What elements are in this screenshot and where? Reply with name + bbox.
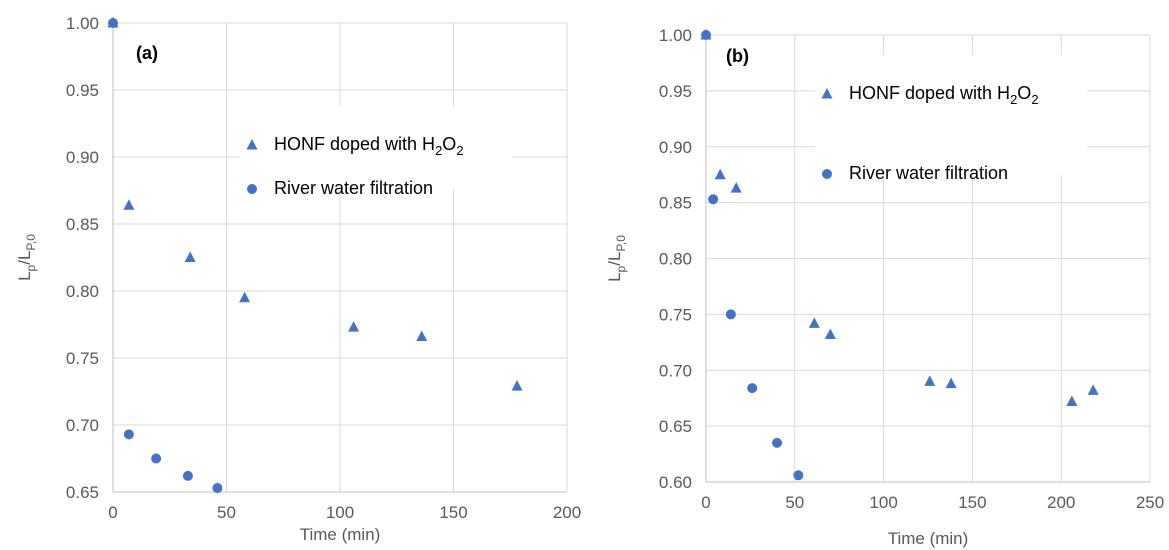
- y-tick-label: 0.85: [659, 194, 692, 213]
- legend-text: River water filtration: [849, 163, 1008, 183]
- x-tick-label: 0: [701, 493, 710, 512]
- y-tick-label: 0.75: [66, 349, 99, 368]
- legend-text: HONF doped with H: [849, 83, 1010, 103]
- data-point-circle: [793, 470, 804, 481]
- x-tick-label: 200: [553, 503, 581, 522]
- y-title-part: /L: [15, 251, 34, 265]
- x-tick-label: 200: [1047, 493, 1075, 512]
- legend-marker-triangle: [821, 88, 833, 99]
- legend-marker-circle: [247, 184, 257, 194]
- legend-marker-circle: [822, 169, 832, 179]
- y-title-part: L: [605, 272, 624, 281]
- y-title-sub: p: [614, 265, 628, 272]
- data-point-triangle: [123, 199, 135, 210]
- legend-box: [240, 106, 512, 190]
- series-honf: [107, 17, 523, 391]
- y-tick-label: 0.95: [659, 82, 692, 101]
- data-point-triangle: [239, 291, 251, 303]
- x-tick-label: 50: [785, 493, 804, 512]
- x-tick-label: 0: [108, 503, 117, 522]
- series-river: [701, 30, 804, 481]
- legend-sub: 2: [1010, 92, 1017, 107]
- data-point-triangle: [1087, 384, 1099, 395]
- y-tick-label: 0.95: [66, 81, 99, 100]
- y-tick-label: 0.70: [66, 416, 99, 435]
- y-tick-label: 0.80: [659, 250, 692, 269]
- data-point-triangle: [416, 330, 428, 342]
- data-point-circle: [212, 482, 223, 493]
- x-tick-label: 100: [326, 503, 354, 522]
- x-axis-title: Time (min): [888, 529, 969, 548]
- data-point-triangle: [945, 377, 957, 389]
- y-tick-label: 1.00: [66, 14, 99, 33]
- y-tick-label: 0.65: [66, 483, 99, 502]
- series-river: [108, 18, 223, 493]
- data-point-triangle: [808, 317, 820, 328]
- data-point-circle: [151, 453, 162, 464]
- data-point-circle: [725, 309, 736, 320]
- data-point-triangle: [348, 321, 360, 332]
- data-point-triangle: [714, 168, 726, 180]
- y-title-part: L: [15, 271, 34, 280]
- x-tick-label: 50: [217, 503, 236, 522]
- chart-panel-1: 0.65 0.70 0.75 0.80 0.85 0.90 0.95 1.00 0 50 100 15…: [15, 14, 581, 544]
- x-tick-label: 100: [869, 493, 897, 512]
- legend-text: HONF doped with H: [274, 134, 435, 154]
- legend-box: [815, 55, 1087, 175]
- y-tick-label: 0.80: [66, 282, 99, 301]
- data-point-circle: [182, 470, 193, 481]
- legend-sub: 2: [456, 143, 463, 158]
- legend-label: HONF doped with H2O2: [274, 134, 464, 158]
- y-title-sub: P,0: [24, 234, 38, 251]
- y-tick-label: 0.90: [66, 148, 99, 167]
- x-axis-title: Time (min): [300, 525, 381, 544]
- y-tick-label: 0.60: [659, 473, 692, 492]
- y-tick-label: 0.70: [659, 361, 692, 380]
- y-axis-title: Lp/LP,0: [15, 234, 38, 281]
- data-point-circle: [701, 30, 711, 40]
- y-tick-label: 1.00: [659, 26, 692, 45]
- y-title-sub: p: [24, 264, 38, 271]
- x-tick-label: 150: [958, 493, 986, 512]
- legend-label: HONF doped with H2O2: [849, 83, 1039, 107]
- data-point-triangle: [824, 328, 836, 339]
- data-point-circle: [708, 194, 719, 205]
- data-point-circle: [747, 383, 758, 394]
- chart-panel-2: 0.60 0.65 0.70 0.75 0.80 0.85 0.90 0.95 1.00 0 50 1…: [605, 26, 1164, 548]
- y-title-sub: P,0: [614, 235, 628, 252]
- legend-label: River water filtration: [274, 178, 433, 198]
- series-honf: [700, 29, 1099, 407]
- legend-marker-triangle: [246, 139, 258, 150]
- panel-label: (a): [136, 43, 158, 63]
- legend-sub: 2: [435, 143, 442, 158]
- x-tick-label: 250: [1136, 493, 1164, 512]
- legend-sub: 2: [1031, 92, 1038, 107]
- x-tick-label: 150: [439, 503, 467, 522]
- legend-label: River water filtration: [849, 163, 1008, 183]
- legend-text: O: [442, 134, 456, 154]
- y-tick-label: 0.75: [659, 305, 692, 324]
- data-point-triangle: [184, 251, 196, 262]
- data-point-triangle: [1066, 395, 1078, 407]
- legend-text: River water filtration: [274, 178, 433, 198]
- legend-text: O: [1017, 83, 1031, 103]
- data-point-circle: [123, 429, 134, 440]
- panel-label: (b): [726, 46, 749, 66]
- y-tick-label: 0.90: [659, 138, 692, 157]
- y-tick-label: 0.85: [66, 215, 99, 234]
- y-tick-label: 0.65: [659, 417, 692, 436]
- data-point-triangle: [924, 375, 936, 386]
- data-point-triangle: [511, 380, 523, 391]
- data-point-triangle: [730, 182, 742, 193]
- y-title-part: /L: [605, 252, 624, 266]
- y-axis-title: Lp/LP,0: [605, 235, 628, 282]
- data-point-circle: [108, 18, 118, 28]
- data-point-circle: [772, 437, 783, 448]
